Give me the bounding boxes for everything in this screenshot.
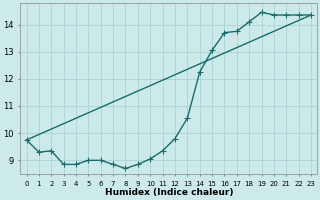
X-axis label: Humidex (Indice chaleur): Humidex (Indice chaleur) [105,188,233,197]
